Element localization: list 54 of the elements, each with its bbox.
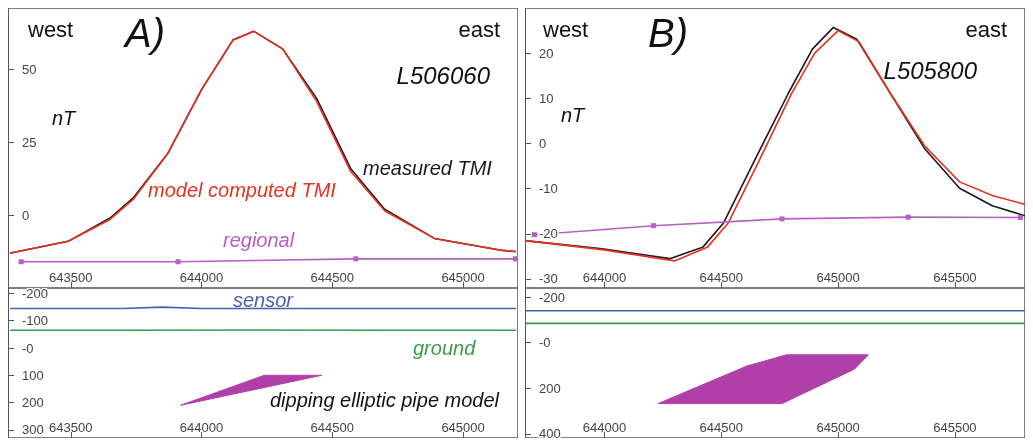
x-tick-label: 643500 [49,270,93,285]
x-tick-label: 644500 [310,270,354,285]
annotation: L505800 [883,56,978,84]
y-tick-label: 50 [22,61,37,77]
point [531,232,537,238]
annotation: west [542,16,589,42]
x-tick-label: 644500 [699,270,743,285]
x-tick-label: 645000 [441,420,485,435]
point [651,223,656,229]
chart-title: B) [648,11,688,55]
x-tick-label: 645500 [933,420,977,435]
series-label: sensor [233,289,295,311]
y-tick-label: -200 [539,289,566,305]
y-tick-label: 200 [539,380,561,396]
y-axis-title: nT [561,104,587,126]
x-tick-label: 645500 [933,270,977,285]
series-label: dipping elliptic pipe model [270,389,500,411]
y-tick-label: -0 [539,335,551,351]
series-label: model computed TMI [148,179,337,201]
y-tick-label: 0 [539,135,547,151]
y-tick-label: 300 [22,422,44,438]
y-tick-label: 0 [22,207,30,223]
x-tick-label: 645000 [816,270,860,285]
x-tick-label: 644000 [179,420,224,435]
x-tick-label: 644000 [582,420,627,435]
series-label: regional [223,229,295,251]
y-tick-label: -100 [22,313,49,329]
x-tick-label: 645000 [816,420,860,435]
series-label: ground [413,337,477,359]
annotation: west [27,16,74,42]
x-tick-label: 645000 [441,270,485,285]
y-tick-label: 20 [539,45,554,61]
y-tick-label: -10 [539,181,558,197]
x-tick-label: 644000 [582,270,627,285]
y-tick-label: 100 [22,367,44,383]
y-axis-title: nT [52,107,78,129]
y-tick-label: -200 [22,285,49,301]
chart-title: A) [123,11,165,55]
x-tick-label: 644500 [699,420,743,435]
point [779,216,785,222]
y-tick-label: 10 [539,90,554,106]
y-tick-label: 25 [22,134,37,150]
point [905,214,911,220]
y-tick-label: -0 [22,340,34,356]
x-tick-label: 644500 [310,420,354,435]
annotation: east [458,16,501,42]
annotation: east [965,16,1008,42]
series-label: measured TMI [363,157,493,179]
y-tick-label: 200 [22,395,44,411]
x-tick-label: 644000 [179,270,224,285]
y-tick-label: -30 [539,271,558,287]
annotation: L506060 [396,61,491,89]
point [1017,215,1023,221]
x-tick-label: 643500 [49,420,93,435]
